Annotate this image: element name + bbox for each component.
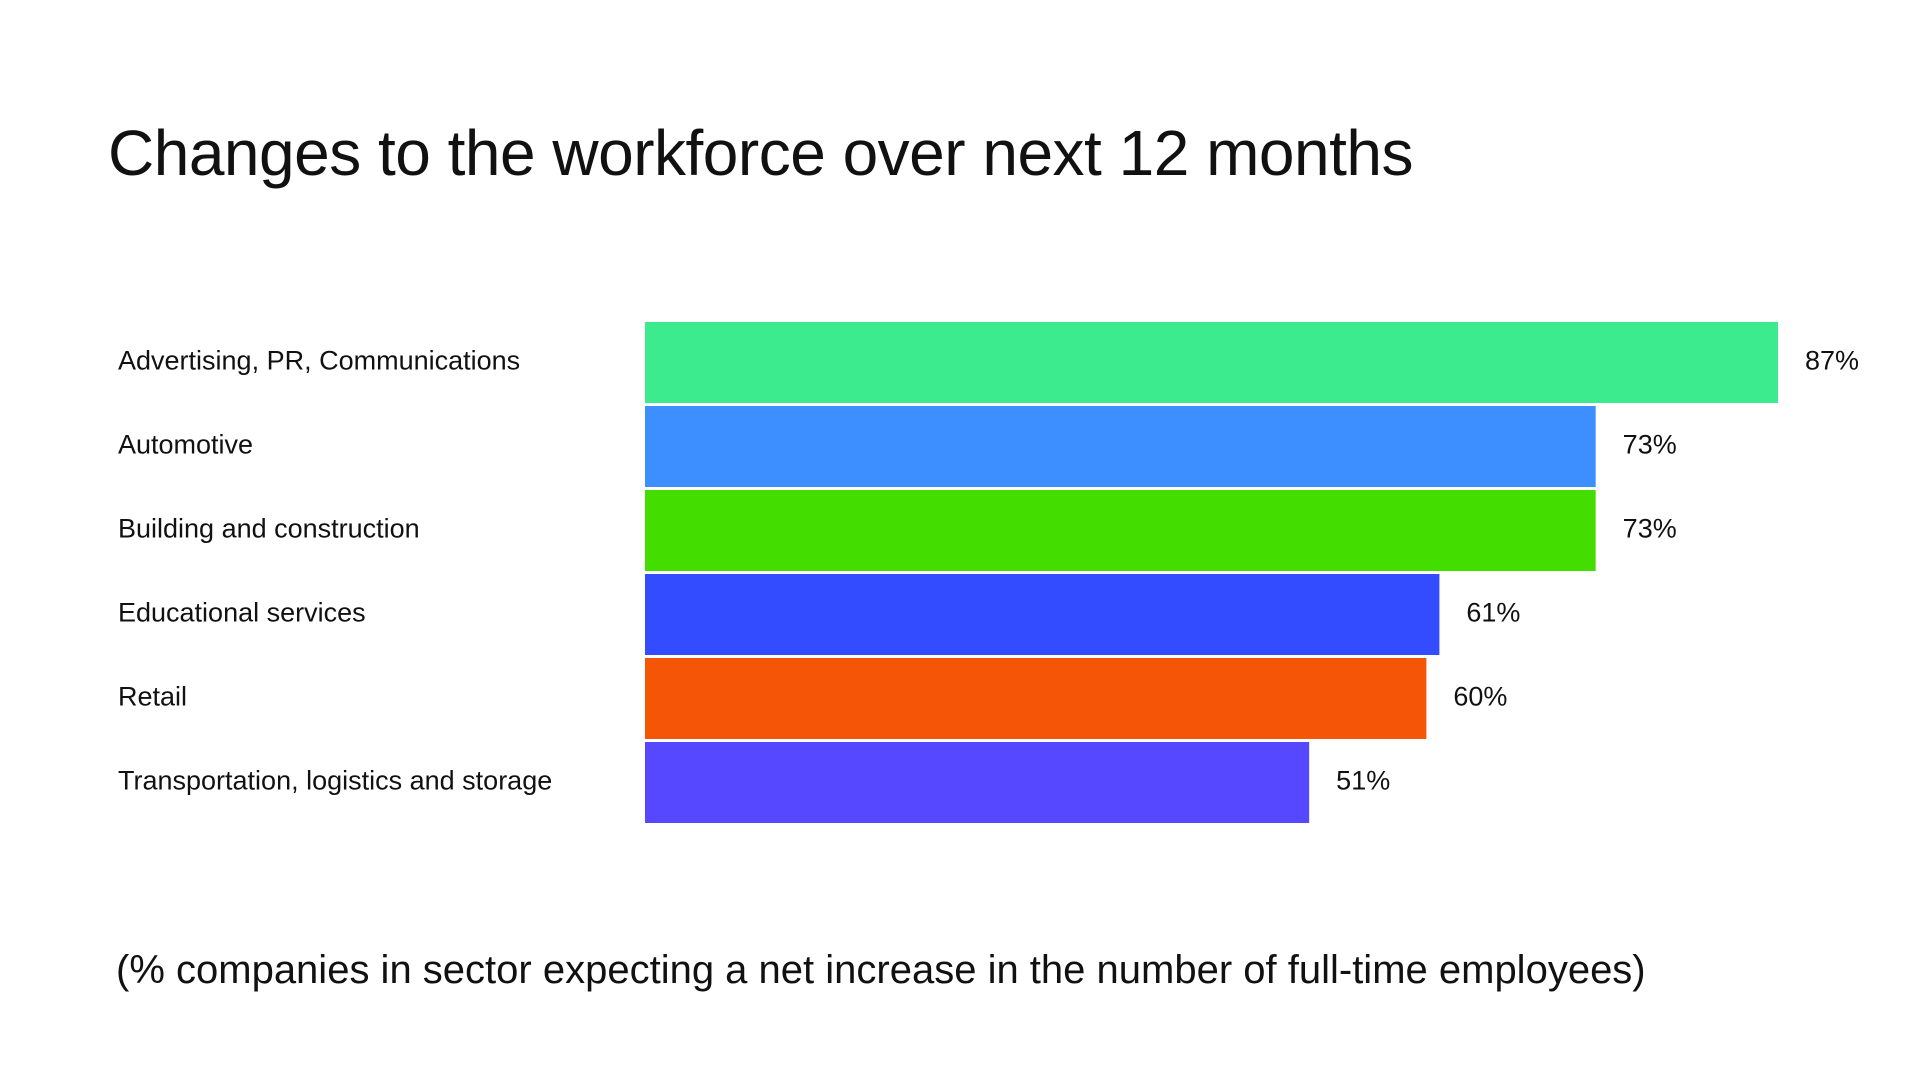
category-labels: Advertising, PR, Communications Automotiv… (118, 346, 552, 796)
chart-title: Changes to the workforce over next 12 mo… (108, 117, 1413, 189)
bar-retail (645, 658, 1427, 739)
bar-transportation-logistics-and-storage (645, 742, 1310, 823)
category-label-building-and-construction: Building and construction (118, 514, 420, 544)
category-label-transportation-logistics-and-storage: Transportation, logistics and storage (118, 766, 552, 796)
category-label-automotive: Automotive (118, 430, 253, 460)
category-label-educational-services: Educational services (118, 598, 366, 628)
bar-educational-services (645, 574, 1440, 655)
value-label-transportation-logistics-and-storage: 51% (1336, 766, 1390, 796)
value-label-building-and-construction: 73% (1623, 514, 1677, 544)
value-label-automotive: 73% (1623, 430, 1677, 460)
bar-building-and-construction (645, 490, 1596, 571)
category-label-advertising-pr-communications: Advertising, PR, Communications (118, 346, 520, 376)
value-label-retail: 60% (1453, 682, 1507, 712)
value-labels: 87% 73% 73% 61% 60% 51% (1336, 346, 1859, 796)
category-label-retail: Retail (118, 682, 187, 712)
value-label-educational-services: 61% (1466, 598, 1520, 628)
value-label-advertising-pr-communications: 87% (1805, 346, 1859, 376)
bar-advertising-pr-communications (645, 322, 1778, 403)
bars (645, 322, 1778, 823)
bar-automotive (645, 406, 1596, 487)
chart-subtitle: (% companies in sector expecting a net i… (116, 948, 1646, 992)
